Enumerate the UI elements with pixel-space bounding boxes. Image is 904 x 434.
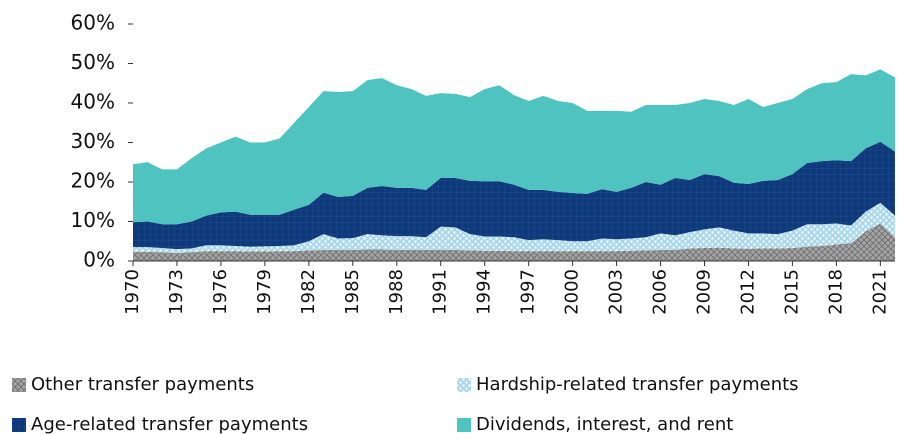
x-tick-label: 2000 [562, 269, 583, 315]
x-tick-label: 1997 [518, 269, 539, 315]
x-tick-label: 2015 [781, 269, 802, 315]
x-tick-label: 2012 [737, 269, 758, 315]
legend-label: Age-related transfer payments [31, 414, 308, 434]
x-tick-label: 2003 [606, 269, 627, 315]
legend-swatch [457, 378, 471, 392]
x-tick-label: 1991 [430, 269, 451, 315]
area [133, 223, 895, 261]
x-tick-label: 1982 [298, 269, 319, 315]
area [133, 202, 895, 254]
x-tick-label: 1994 [474, 269, 495, 315]
y-tick-label: 50% [71, 50, 115, 74]
x-tick-label: 2006 [650, 269, 671, 315]
area [133, 69, 895, 225]
y-tick-label: 40% [71, 90, 115, 114]
x-tick-label: 1988 [386, 269, 407, 315]
x-tick-label: 1976 [210, 269, 231, 315]
y-tick-label: 30% [71, 129, 115, 153]
legend-label: Dividends, interest, and rent [476, 414, 733, 434]
x-tick-label: 2018 [825, 269, 846, 315]
y-tick-label: 10% [71, 208, 115, 232]
x-tick-label: 1973 [166, 269, 187, 315]
x-tick-label: 2009 [694, 269, 715, 315]
legend-label: Hardship-related transfer payments [476, 374, 799, 395]
y-tick-label: 60% [71, 11, 115, 35]
x-tick-label: 1979 [254, 269, 275, 315]
y-tick-label: 20% [71, 169, 115, 193]
legend-label: Other transfer payments [31, 374, 254, 395]
x-tick-label: 2021 [869, 269, 890, 315]
area [133, 141, 895, 250]
y-tick-label: 0% [83, 248, 115, 272]
x-tick-label: 1970 [122, 269, 143, 315]
legend-swatch [12, 418, 26, 432]
legend-swatch [457, 418, 471, 432]
legend-swatch [12, 378, 26, 392]
x-tick-label: 1985 [342, 269, 363, 315]
